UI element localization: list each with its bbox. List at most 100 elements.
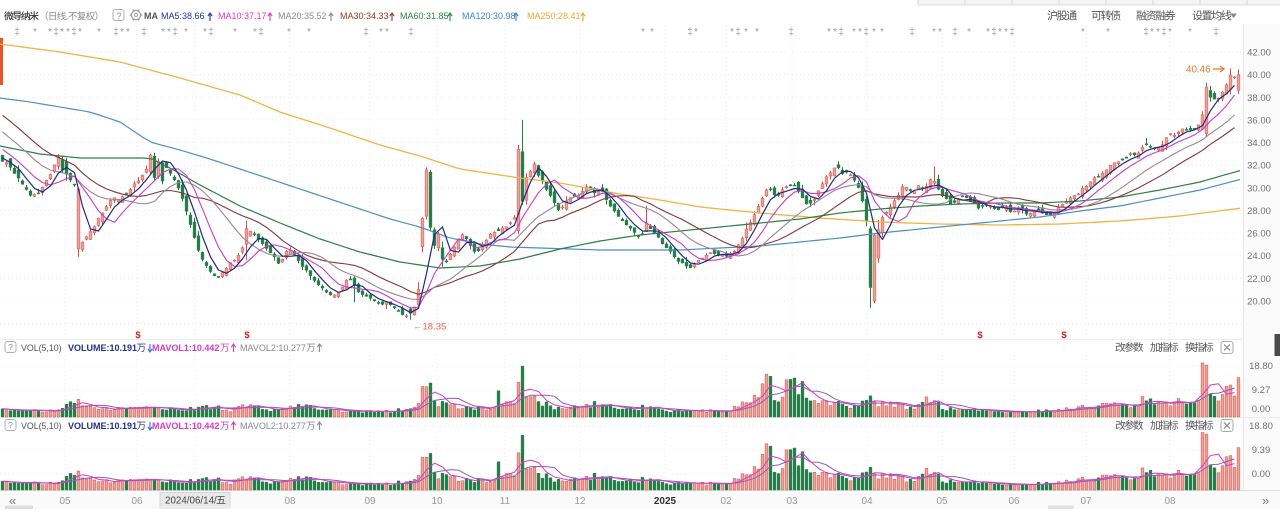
svg-text:*: *	[48, 27, 52, 38]
svg-text:‡: ‡	[991, 27, 997, 38]
svg-text:*: *	[78, 27, 82, 38]
svg-text:18.80: 18.80	[1249, 361, 1273, 372]
svg-text:‡: ‡	[53, 27, 59, 38]
svg-text:‡: ‡	[113, 27, 119, 38]
svg-text:*: *	[827, 27, 831, 38]
svg-text:*: *	[1188, 27, 1192, 38]
svg-text:MA5:38.66: MA5:38.66	[161, 11, 205, 21]
svg-text:26.00: 26.00	[1247, 229, 1271, 240]
svg-text:MA20:35.52: MA20:35.52	[278, 11, 327, 21]
svg-text:$: $	[135, 330, 141, 341]
svg-text:*: *	[161, 27, 165, 38]
svg-text:*: *	[167, 27, 171, 38]
svg-text:9.39: 9.39	[1252, 445, 1271, 456]
svg-text:40.00: 40.00	[1247, 70, 1271, 81]
svg-text:*: *	[986, 27, 990, 38]
svg-text:*: *	[66, 27, 70, 38]
svg-text:*: *	[203, 27, 207, 38]
svg-text:?: ?	[8, 420, 13, 430]
svg-text:‡: ‡	[14, 27, 20, 38]
svg-text:*: *	[967, 27, 971, 38]
svg-text:*: *	[385, 27, 389, 38]
svg-text:*: *	[755, 27, 759, 38]
svg-text:2025: 2025	[654, 496, 677, 507]
svg-text:02: 02	[720, 496, 732, 507]
svg-text:38.00: 38.00	[1247, 93, 1271, 104]
svg-text:MA10:37.17: MA10:37.17	[218, 11, 267, 21]
svg-text:05: 05	[59, 496, 71, 507]
svg-text:‡: ‡	[788, 27, 794, 38]
svg-text:08: 08	[284, 496, 296, 507]
svg-text:*: *	[126, 27, 130, 38]
svg-text:28.00: 28.00	[1247, 206, 1271, 217]
svg-text:‡: ‡	[141, 27, 147, 38]
svg-text:VOLUME:10.191: VOLUME:10.191	[68, 343, 137, 353]
svg-text:‡: ‡	[1143, 27, 1149, 38]
svg-text:11: 11	[500, 496, 511, 507]
svg-text:30.00: 30.00	[1247, 183, 1271, 194]
svg-text:‡: ‡	[952, 27, 958, 38]
svg-text:*: *	[307, 27, 311, 38]
svg-text:VOLUME:10.191: VOLUME:10.191	[68, 421, 137, 431]
svg-text:*: *	[233, 27, 237, 38]
svg-text:32.00: 32.00	[1247, 161, 1271, 172]
svg-text:10: 10	[431, 496, 443, 507]
svg-text:‡: ‡	[172, 27, 178, 38]
svg-text:MA60:31.85: MA60:31.85	[400, 11, 449, 21]
svg-text:*: *	[833, 27, 837, 38]
svg-text:VOL(5,10): VOL(5,10)	[21, 421, 62, 431]
svg-text:06: 06	[131, 496, 143, 507]
svg-text:*: *	[287, 27, 291, 38]
svg-text:*: *	[694, 27, 698, 38]
svg-text:*: *	[60, 27, 64, 38]
svg-text:*: *	[998, 27, 1002, 38]
svg-text:9.27: 9.27	[1252, 385, 1271, 396]
svg-text:‡: ‡	[71, 27, 77, 38]
svg-text:42.00: 42.00	[1247, 48, 1271, 59]
svg-text:$: $	[977, 330, 983, 341]
svg-text:*: *	[184, 27, 188, 38]
svg-text:MAVOL2:10.277: MAVOL2:10.277	[240, 343, 306, 353]
svg-text:12: 12	[574, 496, 586, 507]
svg-text:07: 07	[1080, 496, 1092, 507]
svg-text:‡: ‡	[363, 27, 369, 38]
svg-text:05: 05	[936, 496, 948, 507]
svg-text:‡: ‡	[258, 27, 264, 38]
svg-text:VOL(5,10): VOL(5,10)	[21, 343, 62, 353]
svg-text:*: *	[1156, 27, 1160, 38]
svg-text:34.00: 34.00	[1247, 138, 1271, 149]
svg-text:24.00: 24.00	[1247, 251, 1271, 262]
svg-text:‡: ‡	[1009, 27, 1015, 38]
svg-text:0.00: 0.00	[1252, 469, 1271, 480]
svg-text:MA: MA	[144, 11, 158, 21]
svg-text:*: *	[932, 27, 936, 38]
svg-text:*: *	[858, 27, 862, 38]
svg-text:*: *	[730, 27, 734, 38]
svg-text:*: *	[1168, 27, 1172, 38]
svg-text:MA250:28.41: MA250:28.41	[527, 11, 581, 21]
svg-text:‡: ‡	[1161, 27, 1167, 38]
svg-text:‡: ‡	[863, 27, 869, 38]
svg-text:MA30:34.33: MA30:34.33	[340, 11, 389, 21]
svg-text:?: ?	[116, 11, 121, 21]
svg-text:36.00: 36.00	[1247, 115, 1271, 126]
svg-text:*: *	[1004, 27, 1008, 38]
svg-text:*: *	[1081, 27, 1085, 38]
svg-text:MAVOL1:10.442: MAVOL1:10.442	[152, 343, 219, 353]
svg-text:*: *	[1150, 27, 1154, 38]
svg-text:09: 09	[364, 496, 376, 507]
svg-text:MAVOL2:10.277: MAVOL2:10.277	[240, 421, 306, 431]
svg-text:$: $	[1061, 330, 1067, 341]
svg-text:$: $	[244, 330, 250, 341]
svg-text:03: 03	[786, 496, 798, 507]
svg-text:18.80: 18.80	[1249, 421, 1273, 432]
svg-text:*: *	[253, 27, 257, 38]
svg-text:‡: ‡	[687, 27, 693, 38]
svg-text:*: *	[33, 27, 37, 38]
svg-text:22.00: 22.00	[1247, 274, 1271, 285]
svg-text:MAVOL1:10.442: MAVOL1:10.442	[152, 421, 219, 431]
svg-text:‡: ‡	[208, 27, 214, 38]
svg-text:08: 08	[1164, 496, 1176, 507]
svg-text:‡: ‡	[838, 27, 844, 38]
svg-text:*: *	[938, 27, 942, 38]
